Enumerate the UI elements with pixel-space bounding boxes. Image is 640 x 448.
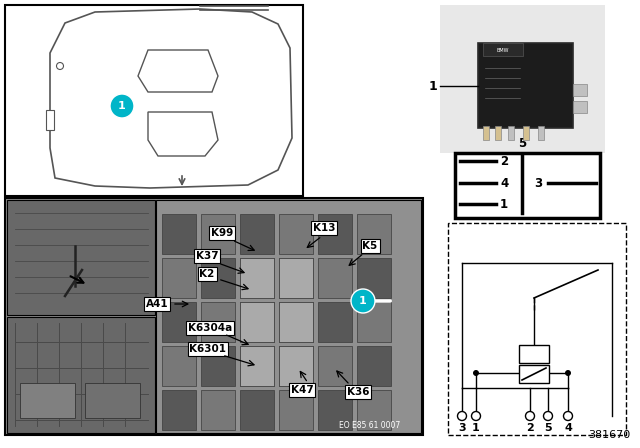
Bar (318, 214, 352, 254)
Bar (279, 302, 313, 342)
Bar (162, 390, 196, 430)
Circle shape (543, 412, 552, 421)
Bar (318, 346, 352, 386)
Bar (318, 302, 352, 342)
Text: 5: 5 (544, 423, 552, 433)
Text: 1: 1 (472, 423, 480, 433)
Bar (519, 345, 549, 363)
Bar (5, 198, 423, 435)
Bar (483, 43, 523, 56)
Bar (523, 126, 529, 140)
Bar (240, 302, 274, 342)
Text: K36: K36 (347, 387, 369, 397)
Bar (240, 258, 274, 298)
Text: EO E85 61 0007: EO E85 61 0007 (339, 421, 400, 430)
Text: 1: 1 (118, 101, 126, 111)
Bar (573, 101, 587, 113)
Text: 4: 4 (500, 177, 508, 190)
Circle shape (351, 289, 375, 313)
Text: A41: A41 (146, 299, 168, 309)
Bar (318, 390, 352, 430)
Bar (7, 317, 155, 433)
Bar (201, 302, 235, 342)
Bar (201, 214, 235, 254)
Bar (448, 223, 626, 435)
Bar (156, 200, 421, 433)
Circle shape (472, 412, 481, 421)
Circle shape (56, 63, 63, 69)
Text: 1: 1 (428, 79, 437, 92)
Text: BMW: BMW (497, 47, 509, 52)
Text: 2: 2 (500, 155, 508, 168)
Circle shape (563, 412, 573, 421)
Text: 5: 5 (518, 137, 526, 150)
Circle shape (110, 94, 134, 118)
Bar (240, 346, 274, 386)
Bar (440, 5, 605, 153)
Bar (573, 84, 587, 96)
Bar (279, 302, 313, 342)
Text: K6301: K6301 (189, 344, 227, 354)
Bar (240, 390, 274, 430)
Bar (240, 258, 274, 298)
Bar (279, 214, 313, 254)
Text: K47: K47 (291, 385, 314, 395)
Bar (46, 110, 54, 130)
Bar (162, 302, 196, 342)
Polygon shape (138, 50, 218, 92)
Bar (7, 200, 155, 315)
Bar (279, 258, 313, 298)
Text: K5: K5 (362, 241, 378, 251)
Bar (495, 126, 501, 140)
Bar (357, 390, 391, 430)
Polygon shape (148, 112, 218, 156)
Bar (538, 126, 544, 140)
Text: 4: 4 (564, 423, 572, 433)
Bar (85, 383, 140, 418)
Bar (478, 43, 573, 128)
Text: 381670: 381670 (588, 430, 630, 440)
Bar (483, 126, 489, 140)
Bar (357, 346, 391, 386)
Circle shape (458, 412, 467, 421)
Circle shape (525, 412, 534, 421)
Bar (20, 383, 75, 418)
Bar (162, 346, 196, 386)
Text: 1: 1 (359, 296, 367, 306)
Bar (5, 5, 303, 196)
Text: K13: K13 (313, 223, 335, 233)
Bar (201, 258, 235, 298)
Bar (508, 126, 514, 140)
Text: 1: 1 (500, 198, 508, 211)
Bar (357, 302, 391, 342)
Circle shape (473, 370, 479, 376)
Text: K37: K37 (196, 251, 218, 261)
Text: K6304a: K6304a (188, 323, 232, 333)
Bar (279, 346, 313, 386)
Bar (279, 346, 313, 386)
Bar (519, 365, 549, 383)
Text: K2: K2 (200, 269, 214, 279)
Circle shape (565, 370, 571, 376)
Bar (240, 302, 274, 342)
Bar (162, 258, 196, 298)
Bar (357, 258, 391, 298)
Bar (357, 214, 391, 254)
Text: K99: K99 (211, 228, 233, 238)
Bar (279, 258, 313, 298)
Text: 2: 2 (526, 423, 534, 433)
Polygon shape (50, 9, 292, 188)
Bar (201, 346, 235, 386)
Bar (201, 390, 235, 430)
Bar (240, 214, 274, 254)
Bar (455, 153, 600, 218)
Bar (279, 390, 313, 430)
Text: 3: 3 (534, 177, 542, 190)
Bar (318, 258, 352, 298)
Bar (162, 214, 196, 254)
Text: 3: 3 (458, 423, 466, 433)
Bar (240, 346, 274, 386)
